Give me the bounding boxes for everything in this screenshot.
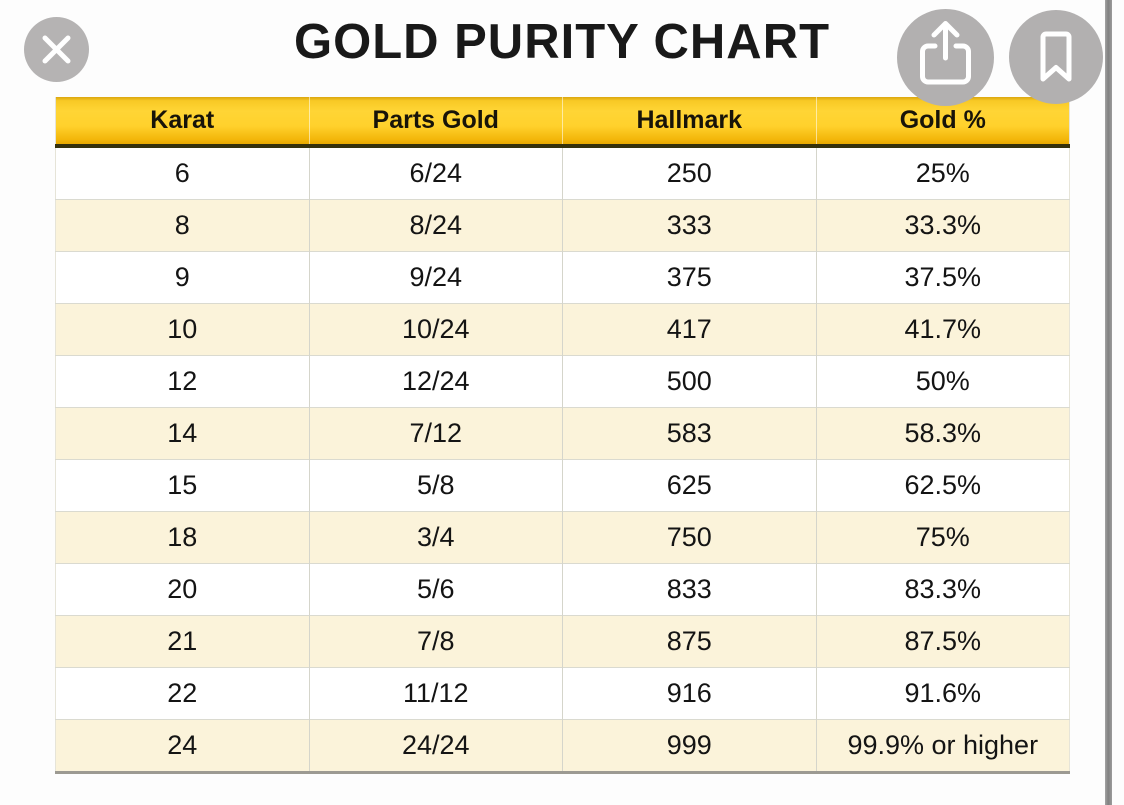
table-cell: 875 [562,615,816,668]
table-cell: 333 [562,199,816,252]
table-cell: 58.3% [815,407,1070,460]
table-cell: 916 [562,667,816,720]
table-cell: 7/12 [308,407,563,460]
table-cell: 22 [55,667,309,720]
table-cell: 25% [815,146,1070,200]
table-cell: 15 [55,459,309,512]
table-row: 10 10/24 417 41.7% [55,303,1070,356]
table-cell: 417 [562,303,816,356]
table-cell: 9/24 [308,251,563,304]
table-cell: 50% [815,355,1070,408]
table-cell: 625 [562,459,816,512]
table-cell: 91.6% [815,667,1070,720]
table-cell: 87.5% [815,615,1070,668]
table-cell: 18 [55,511,309,564]
column-header-parts-gold: Parts Gold [308,97,563,148]
column-header-karat: Karat [55,97,309,148]
table-cell: 24/24 [308,719,563,773]
table-row: 21 7/8 875 87.5% [55,615,1070,668]
table-cell: 500 [562,355,816,408]
table-cell: 750 [562,511,816,564]
table-cell: 8 [55,199,309,252]
table-cell: 3/4 [308,511,563,564]
table-row: 12 12/24 500 50% [55,355,1070,408]
table-cell: 75% [815,511,1070,564]
table-cell: 999 [562,719,816,773]
page-title: GOLD PURITY CHART [293,15,831,69]
table-row: 8 8/24 333 33.3% [55,199,1070,252]
gold-purity-table: Karat Parts Gold Hallmark Gold % 6 6/24 25… [55,97,1070,774]
table-cell: 11/12 [308,667,563,720]
table-row: 24 24/24 999 99.9% or higher [55,719,1070,773]
table-row: 9 9/24 375 37.5% [55,251,1070,304]
share-button[interactable] [897,9,994,106]
table-cell: 6/24 [308,146,563,200]
table-cell: 9 [55,251,309,304]
table-cell: 5/6 [308,563,563,616]
column-header-hallmark: Hallmark [562,97,816,148]
table-row: 22 11/12 916 91.6% [55,667,1070,720]
share-icon [920,21,971,85]
close-icon [42,35,71,64]
table-cell: 12/24 [308,355,563,408]
table-cell: 10/24 [308,303,563,356]
table-cell: 83.3% [815,563,1070,616]
table-cell: 583 [562,407,816,460]
table-cell: 41.7% [815,303,1070,356]
table-cell: 33.3% [815,199,1070,252]
table-cell: 7/8 [308,615,563,668]
table-cell: 99.9% or higher [815,719,1070,773]
table-cell: 6 [55,146,309,200]
table-row: 18 3/4 750 75% [55,511,1070,564]
scrollbar-thumb[interactable] [1105,0,1112,805]
bookmark-button[interactable] [1009,10,1103,104]
table-cell: 5/8 [308,459,563,512]
table-cell: 20 [55,563,309,616]
table-row: 14 7/12 583 58.3% [55,407,1070,460]
table-cell: 375 [562,251,816,304]
table-header-row: Karat Parts Gold Hallmark Gold % [55,97,1070,148]
table-cell: 12 [55,355,309,408]
table-cell: 250 [562,146,816,200]
table-row: 15 5/8 625 62.5% [55,459,1070,512]
table-cell: 21 [55,615,309,668]
close-button[interactable] [24,17,89,82]
table-cell: 14 [55,407,309,460]
table-row: 6 6/24 250 25% [55,146,1070,200]
table-cell: 24 [55,719,309,773]
table-cell: 62.5% [815,459,1070,512]
table-body: 6 6/24 250 25% 8 8/24 333 33.3% 9 9/24 375 37.5% 10 1… [55,146,1070,773]
table-cell: 10 [55,303,309,356]
table-row: 20 5/6 833 83.3% [55,563,1070,616]
table-cell: 37.5% [815,251,1070,304]
bookmark-icon [1040,31,1072,82]
table-cell: 833 [562,563,816,616]
table-cell: 8/24 [308,199,563,252]
table-head: Karat Parts Gold Hallmark Gold % [55,97,1070,148]
